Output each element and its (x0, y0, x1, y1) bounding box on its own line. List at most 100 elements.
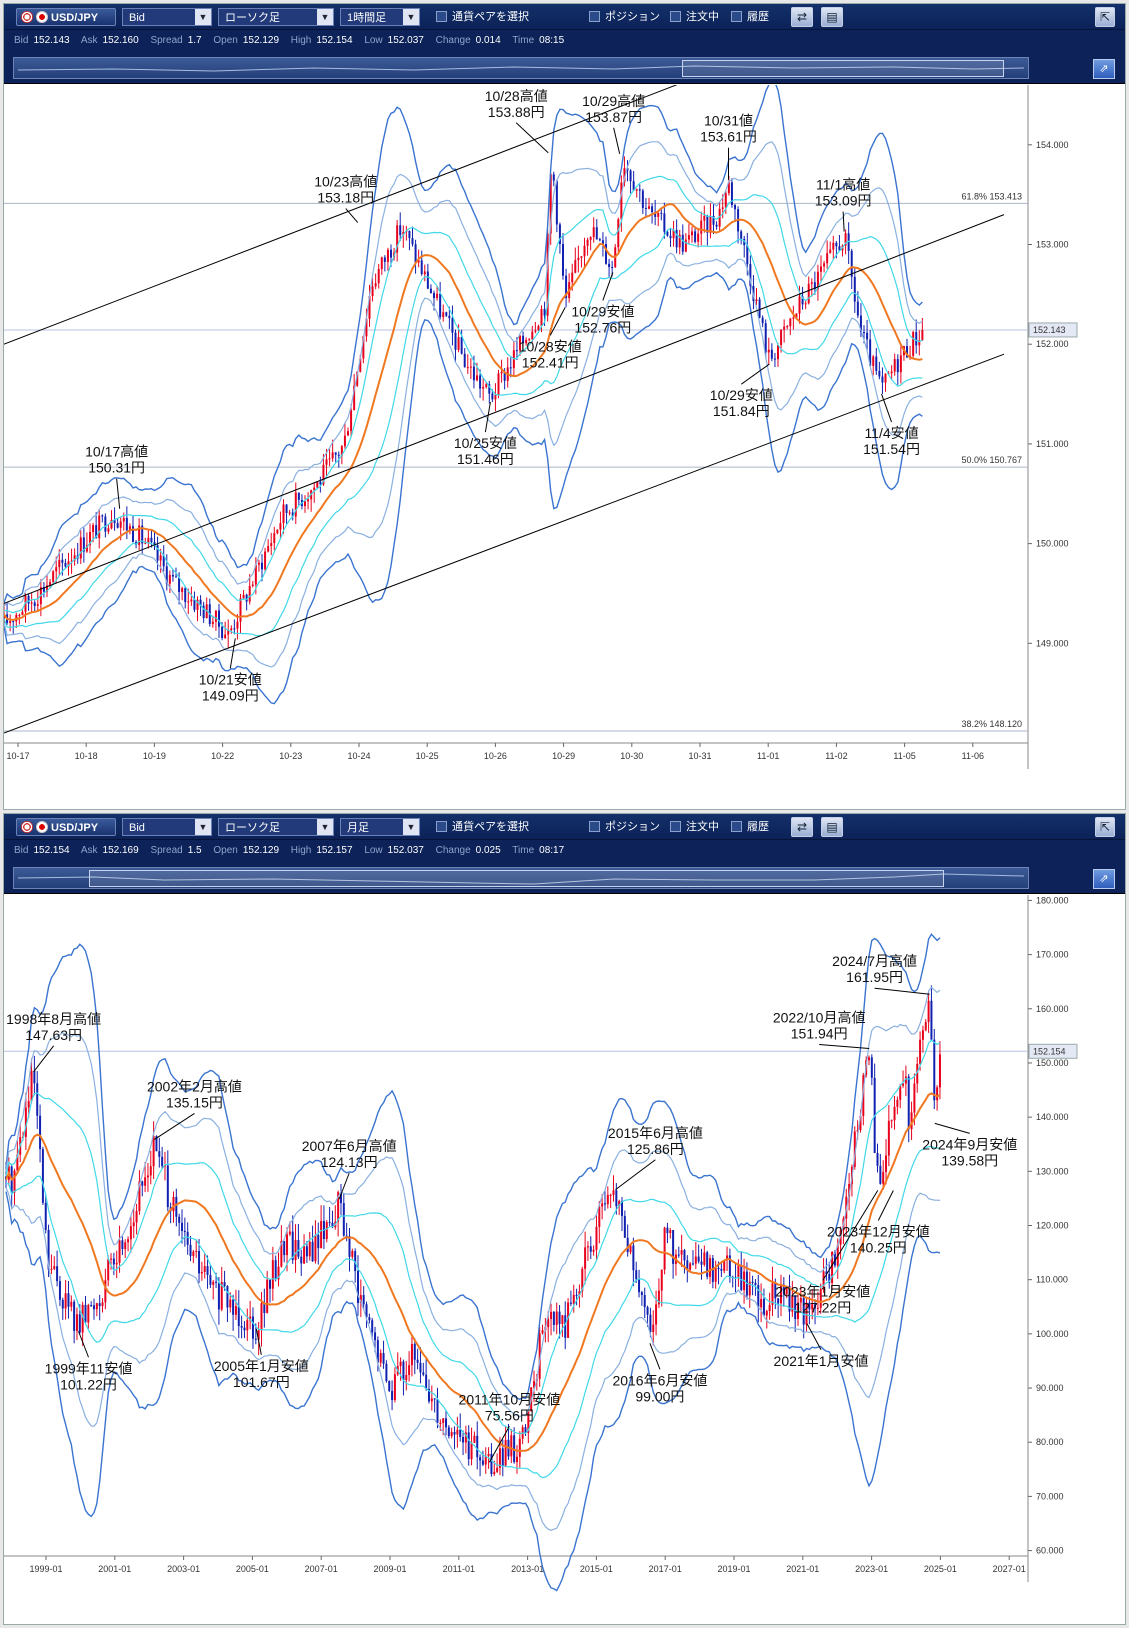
candle-body (429, 288, 432, 294)
timeframe-select[interactable]: 月足 ▼ (340, 818, 420, 836)
candle-body (833, 1251, 836, 1266)
candle-body (519, 335, 522, 351)
navigator-expand-icon[interactable]: ⇗ (1093, 869, 1115, 889)
position-toggle[interactable]: ポジション (589, 8, 660, 26)
bid-value: 152.143 (33, 35, 70, 46)
collapse-icon[interactable]: ⇱ (1095, 7, 1115, 27)
candle-body (64, 1293, 67, 1309)
navigator-selection[interactable] (89, 870, 944, 887)
candle-body (221, 626, 224, 639)
candle-body (414, 244, 417, 263)
timeframe-value: 1時間足 (347, 12, 387, 24)
candle-body (629, 1245, 632, 1253)
candle-body (217, 1282, 220, 1310)
candle-body (374, 1332, 377, 1341)
candle-body (70, 1301, 73, 1307)
candle-body (337, 1192, 340, 1222)
candle-body (138, 525, 141, 545)
orders-toggle[interactable]: 注文中 (670, 818, 719, 836)
y-tick-label: 130.000 (1036, 1166, 1069, 1176)
chart-type-select[interactable]: ローソク足 ▼ (218, 818, 334, 836)
y-tick-label: 120.000 (1036, 1221, 1069, 1231)
collapse-icon[interactable]: ⇱ (1095, 817, 1115, 837)
candle-body (230, 628, 233, 630)
candle-body (779, 1284, 782, 1304)
candle-body (232, 1299, 235, 1315)
candle-body (586, 239, 589, 246)
chart-tools-button[interactable]: ⇄ (791, 817, 813, 837)
candle-body (115, 1262, 118, 1265)
history-toggle[interactable]: 履歴 (731, 8, 769, 26)
candle-body (277, 1266, 280, 1280)
annotation-label: 2002年2月高値 135.15円 (147, 1078, 242, 1110)
annotation-text: 124.13円 (321, 1154, 378, 1170)
candle-body (149, 1166, 152, 1176)
chart-tools-button[interactable]: ⇄ (791, 7, 813, 27)
bollinger-band-line (4, 252, 923, 668)
candle-body (390, 249, 393, 258)
candle-body (795, 313, 798, 318)
chevron-down-icon: ▼ (403, 819, 419, 835)
candle-body (300, 1256, 303, 1264)
candle-body (853, 276, 856, 302)
pair-select-checkbox[interactable]: 通貨ペアを選択 (436, 8, 566, 26)
candle-body (386, 249, 389, 262)
pair-label: USD/JPY (51, 12, 99, 24)
candle-body (93, 1305, 96, 1310)
candle-body (282, 504, 285, 524)
candle-body (243, 1327, 246, 1331)
time-value: 08:15 (539, 35, 565, 46)
position-toggle[interactable]: ポジション (589, 818, 660, 836)
candle-body (720, 1268, 723, 1271)
orders-toggle[interactable]: 注文中 (670, 8, 719, 26)
candle-body (503, 371, 506, 381)
candle-body (49, 581, 52, 586)
annotation-text: 152.76円 (574, 319, 631, 335)
price-chart-hourly[interactable]: 154.000 153.000 152.000 151.000 150.000 149.0… (4, 85, 1125, 809)
candle-body (396, 225, 399, 253)
candle-body (200, 1271, 203, 1274)
navigator-track[interactable] (13, 867, 1029, 889)
annotation-text: 11/1高値 (816, 177, 870, 193)
candle-body (717, 1268, 720, 1269)
x-tick-label: 10-30 (620, 751, 643, 761)
navigator-track[interactable] (13, 57, 1029, 79)
currency-pair-button[interactable]: USD/JPY (16, 818, 116, 836)
candle-body (422, 1372, 425, 1375)
chart-window-button[interactable]: ▤ (821, 7, 843, 27)
chart-window-button[interactable]: ▤ (821, 817, 843, 837)
candle-body (654, 212, 657, 217)
navigator-selection[interactable] (682, 60, 1004, 77)
timeframe-select[interactable]: 1時間足 ▼ (340, 8, 420, 26)
candle-body (24, 1107, 27, 1137)
candle-body (878, 370, 881, 377)
price-type-select[interactable]: Bid ▼ (122, 8, 212, 26)
candle-body (848, 1184, 851, 1197)
annotation-text: 2007年6月高値 (302, 1138, 397, 1154)
candle-body (757, 1284, 760, 1308)
checkbox-icon (436, 11, 447, 22)
history-toggle[interactable]: 履歴 (731, 818, 769, 836)
candle-body (510, 1435, 513, 1457)
price-type-select[interactable]: Bid ▼ (122, 818, 212, 836)
annotation-label: 2023年1月安値 127.22円 (775, 1283, 870, 1315)
candle-body (592, 227, 595, 238)
candle-body (906, 346, 909, 358)
candle-body (869, 339, 872, 366)
x-tick-label: 2007-01 (305, 1564, 338, 1574)
candle-body (203, 1266, 206, 1272)
candle-body (482, 386, 485, 389)
x-tick-label: 2019-01 (717, 1564, 750, 1574)
candle-body (884, 373, 887, 383)
price-chart-monthly[interactable]: 180.000 170.000 160.000 150.000 140.000 130.0… (4, 895, 1125, 1624)
currency-pair-button[interactable]: USD/JPY (16, 8, 116, 26)
pair-select-checkbox[interactable]: 通貨ペアを選択 (436, 818, 566, 836)
candle-body (681, 234, 684, 252)
bid-value: 152.154 (33, 845, 70, 856)
chart-type-select[interactable]: ローソク足 ▼ (218, 8, 334, 26)
navigator-expand-icon[interactable]: ⇗ (1093, 59, 1115, 79)
candle-body (856, 301, 859, 316)
candle-body (651, 206, 654, 213)
candle-body (331, 1222, 334, 1228)
candle-body (820, 266, 823, 272)
